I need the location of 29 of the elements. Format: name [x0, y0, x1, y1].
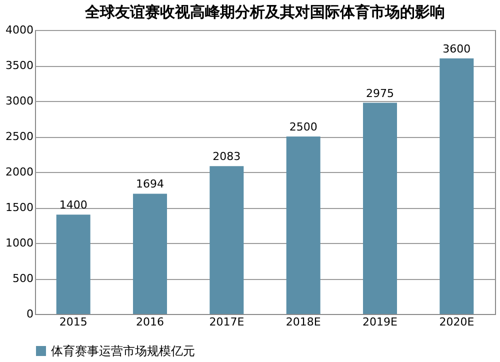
chart-title: 全球友谊赛收视高峰期分析及其对国际体育市场的影响	[84, 3, 445, 21]
x-tick-label: 2016	[136, 316, 164, 328]
y-tick-label: 500	[12, 272, 34, 285]
y-tick-label: 3000	[6, 94, 34, 108]
bar	[286, 136, 320, 314]
data-label: 3600	[442, 42, 471, 56]
data-label: 2500	[289, 120, 318, 134]
data-label: 2975	[366, 86, 394, 100]
y-tick-label: 1000	[6, 236, 34, 250]
x-tick-label: 2017E	[209, 316, 244, 328]
data-label: 2083	[212, 150, 241, 164]
y-tick-label: 2000	[6, 166, 34, 178]
x-tick-label: 2020E	[439, 316, 474, 328]
y-tick-label: 0	[26, 308, 34, 320]
data-label: 1400	[59, 198, 88, 212]
legend-label: 体育赛事运营市场规模亿元	[51, 344, 195, 358]
y-tick-label: 1500	[6, 201, 34, 214]
x-tick-label: 2018E	[286, 316, 321, 328]
y-tick-label: 2500	[6, 130, 34, 143]
bar	[440, 58, 474, 314]
y-tick-label: 4000	[6, 24, 34, 36]
bar	[56, 214, 90, 314]
x-tick-label: 2015	[59, 316, 88, 328]
bar	[133, 194, 167, 314]
x-tick-label: 2019E	[362, 316, 398, 328]
bar	[363, 102, 397, 314]
bar	[210, 166, 244, 314]
y-tick-label: 3500	[6, 59, 34, 72]
data-label: 1694	[136, 178, 164, 191]
